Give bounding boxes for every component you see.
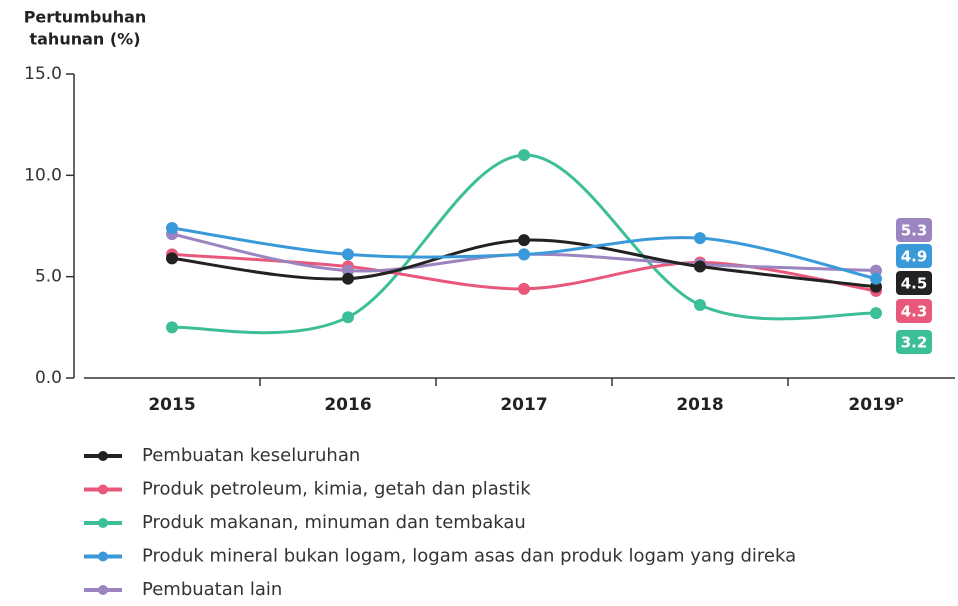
point (342, 272, 354, 285)
y-axis-title: tahunan (%) (29, 30, 140, 49)
point (694, 232, 706, 245)
point (518, 248, 530, 261)
legend-label: Produk makanan, minuman dan tembakau (142, 512, 526, 533)
data-label-box (896, 299, 932, 323)
point (166, 222, 178, 235)
data-label-box (896, 330, 932, 354)
x-tick-label: 2015 (148, 395, 195, 415)
point (870, 307, 882, 320)
point (166, 321, 178, 334)
point (166, 252, 178, 265)
data-label-box (896, 218, 932, 242)
point (342, 311, 354, 324)
point (518, 234, 530, 247)
y-tick-label: 15.0 (24, 64, 62, 84)
data-label-box (896, 244, 932, 268)
data-label: 4.3 (901, 303, 928, 321)
y-tick-label: 5.0 (35, 267, 62, 287)
legend-marker (98, 451, 108, 461)
y-axis-title: Pertumbuhan (24, 8, 147, 27)
legend-label: Pembuatan keseluruhan (142, 445, 360, 466)
data-label-box (896, 271, 932, 295)
y-tick-label: 10.0 (24, 165, 62, 185)
x-tick-label: 2016 (324, 395, 371, 415)
point (518, 282, 530, 295)
legend-marker (98, 551, 108, 562)
legend-marker (98, 518, 108, 528)
legend-marker (98, 585, 108, 595)
point (870, 272, 882, 285)
y-tick-label: 0.0 (35, 368, 62, 388)
data-label: 3.2 (901, 334, 928, 352)
data-label: 4.5 (901, 275, 928, 293)
x-tick-label: 2018 (676, 395, 723, 415)
legend-label: Pembuatan lain (142, 579, 282, 600)
x-tick-label: 2019ᴾ (848, 395, 903, 415)
point (694, 260, 706, 273)
point (342, 248, 354, 261)
legend-label: Produk mineral bukan logam, logam asas d… (142, 546, 796, 567)
data-label: 4.9 (901, 248, 928, 266)
legend-marker (98, 484, 108, 495)
legend-label: Produk petroleum, kimia, getah dan plast… (142, 479, 531, 500)
data-label: 5.3 (901, 222, 928, 240)
x-tick-label: 2017 (500, 395, 547, 415)
point (694, 299, 706, 312)
point (518, 149, 530, 162)
